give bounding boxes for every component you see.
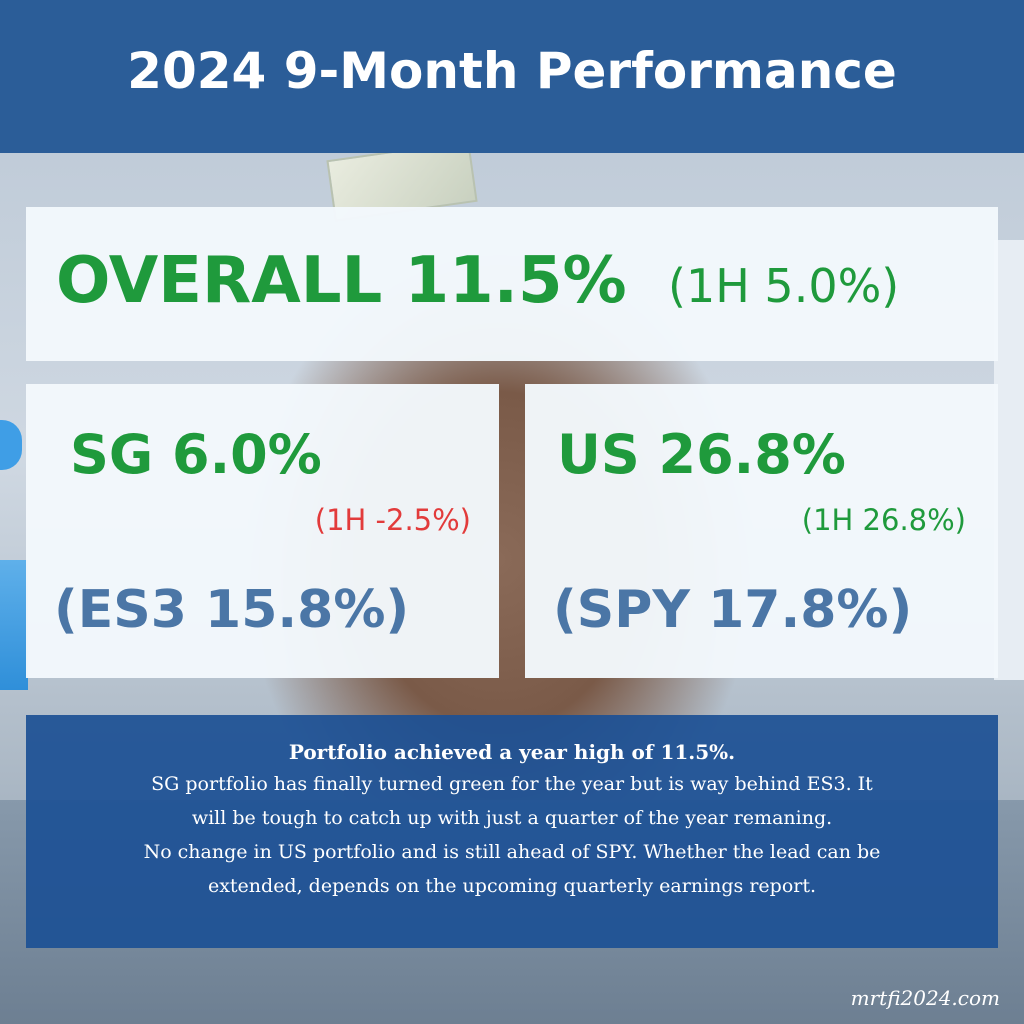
summary-line: No change in US portfolio and is still a… [143,841,881,863]
us-card: US 26.8% (1H 26.8%) (SPY 17.8%) [525,384,998,678]
overall-half-year: (1H 5.0%) [668,259,900,313]
us-half-year: (1H 26.8%) [801,503,966,537]
overall-card: OVERALL 11.5% (1H 5.0%) [26,207,998,361]
sg-half-year: (1H -2.5%) [314,503,471,537]
background-chart-shape [0,420,22,470]
us-performance: US 26.8% [557,423,846,486]
summary-line: extended, depends on the upcoming quarte… [207,875,817,897]
header-banner: 2024 9-Month Performance [0,0,1024,153]
summary-box: Portfolio achieved a year high of 11.5%.… [26,715,998,948]
summary-line: will be tough to catch up with just a qu… [191,807,833,829]
summary-headline: Portfolio achieved a year high of 11.5%. [288,740,736,764]
sg-performance: SG 6.0% [70,423,322,486]
footer-site-link[interactable]: mrtfi2024.com [850,986,1000,1010]
page-title: 2024 9-Month Performance [127,41,897,100]
overall-performance: OVERALL 11.5% [56,244,627,318]
background-chart-bar [0,560,28,690]
background-window [994,240,1024,680]
us-benchmark: (SPY 17.8%) [553,580,913,640]
sg-benchmark: (ES3 15.8%) [54,580,410,640]
summary-line: SG portfolio has finally turned green fo… [151,773,873,795]
sg-card: SG 6.0% (1H -2.5%) (ES3 15.8%) [26,384,499,678]
